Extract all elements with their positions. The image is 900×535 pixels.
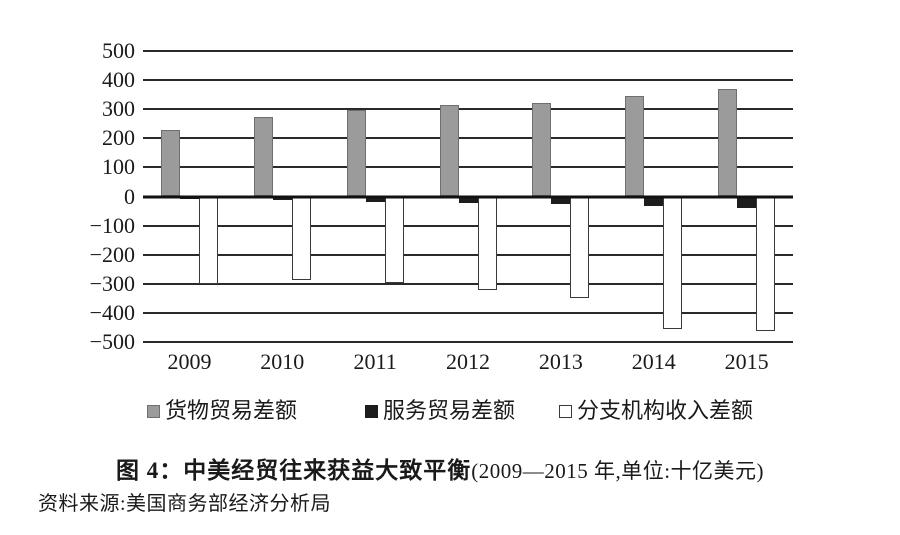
gridline	[143, 253, 793, 256]
legend-marker-icon	[559, 404, 572, 418]
y-tick-label: −400	[89, 299, 135, 325]
y-tick-label: −300	[89, 270, 135, 296]
bar-series3-2009	[198, 196, 218, 284]
y-tick-label: 300	[102, 96, 135, 122]
gridline	[143, 341, 793, 343]
y-tick-label: 500	[102, 38, 135, 63]
gridline	[143, 311, 793, 314]
legend: 货物贸易差额 服务贸易差额 分支机构收入差额	[0, 394, 900, 428]
bar-series1-2013	[532, 103, 552, 197]
gridline	[143, 137, 793, 140]
bar-series1-2012	[439, 104, 459, 197]
bar-series3-2015	[756, 196, 776, 332]
gridline	[143, 79, 793, 82]
y-tick-label: 200	[102, 125, 135, 151]
bar-series1-2010	[253, 117, 273, 197]
x-tick-label: 2009	[167, 349, 212, 374]
gridline	[143, 50, 793, 52]
x-tick-label: 2010	[260, 349, 305, 374]
x-tick-label: 2013	[538, 349, 583, 374]
bar-series3-2014	[663, 196, 683, 329]
legend-marker-icon	[364, 404, 378, 418]
legend-label: 服务贸易差额	[382, 398, 515, 423]
figure-caption: 图 4：中美经贸往来获益大致平衡(2009—2015 年,单位:十亿美元)	[0, 451, 880, 485]
legend-item-series1: 货物贸易差额	[146, 396, 297, 426]
bar-series1-2014	[625, 96, 645, 197]
bar-series2-2015	[737, 196, 757, 208]
bar-series1-2009	[160, 130, 180, 197]
legend-label: 货物贸易差额	[164, 398, 297, 423]
x-axis: 2009 2010 2011 2012 2013 2014 2015	[143, 349, 793, 377]
y-axis: 500 400 300 200 100 0 −100 −200 −300 −400 −500	[40, 38, 135, 354]
x-tick-label: 2015	[724, 349, 769, 374]
legend-item-series3: 分支机构收入差额	[559, 396, 753, 426]
y-tick-label: −500	[89, 329, 135, 354]
bar-series3-2013	[570, 196, 590, 299]
figure-title: 图 4：中美经贸往来获益大致平衡	[115, 458, 472, 483]
y-tick-label: 0	[124, 183, 135, 209]
plot-area	[143, 50, 793, 343]
legend-label: 分支机构收入差额	[577, 398, 754, 423]
figure-title-note: (2009—2015 年,单位:十亿美元)	[471, 459, 765, 483]
bar-series3-2012	[477, 196, 497, 290]
legend-item-series2: 服务贸易差额	[364, 396, 515, 426]
gridline	[143, 282, 793, 285]
zero-gridline	[143, 195, 793, 198]
bar-series1-2011	[346, 110, 366, 197]
y-tick-label: 400	[102, 67, 135, 93]
x-tick-label: 2012	[446, 349, 490, 374]
gridline	[143, 108, 793, 111]
bar-series1-2015	[718, 89, 738, 197]
bar-series3-2010	[291, 196, 311, 281]
y-tick-label: −200	[89, 241, 135, 267]
y-tick-label: 100	[102, 154, 135, 180]
gridline	[143, 224, 793, 227]
y-tick-label: −100	[89, 212, 135, 238]
bar-series3-2011	[384, 196, 404, 283]
legend-marker-icon	[146, 404, 160, 418]
x-tick-label: 2014	[631, 349, 676, 374]
figure-source: 资料来源:美国商务部经济分析局	[38, 493, 332, 515]
gridline	[143, 166, 793, 169]
x-tick-label: 2011	[353, 349, 397, 374]
